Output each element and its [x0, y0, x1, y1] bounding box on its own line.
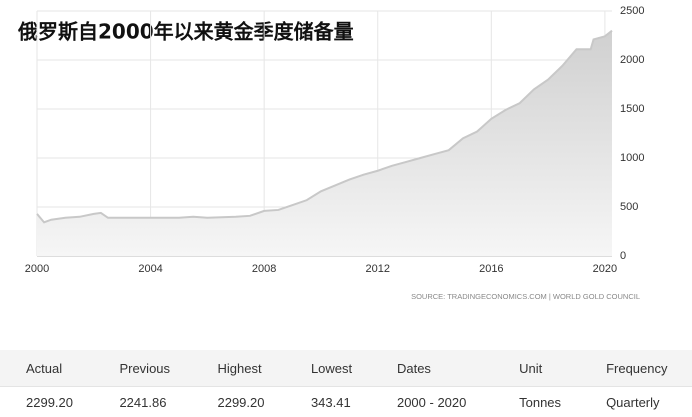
area [37, 31, 612, 256]
table-cell: 2000 - 2020 [371, 387, 493, 417]
table-cell: Tonnes [493, 387, 580, 417]
chart: 俄罗斯自2000年以来黄金季度储备量 SOURCE: TRADINGECONOM… [0, 0, 692, 340]
y-tick-label: 0 [620, 250, 626, 262]
table-cell: Highest [191, 350, 284, 387]
table-cell: 2241.86 [93, 387, 191, 417]
table-cell: Unit [493, 350, 580, 387]
x-tick-label: 2020 [593, 263, 617, 275]
x-tick-label: 2008 [252, 263, 276, 275]
table-cell: Lowest [285, 350, 371, 387]
y-tick-label: 500 [620, 201, 638, 213]
table-cell: Actual [0, 350, 93, 387]
y-tick-label: 1000 [620, 152, 644, 164]
chart-title: 俄罗斯自2000年以来黄金季度储备量 [17, 20, 354, 44]
source: SOURCE: TRADINGECONOMICS.COM | WORLD GOL… [411, 292, 640, 301]
x-tick-label: 2012 [365, 263, 389, 275]
x-tick-label: 2016 [479, 263, 503, 275]
table-cell: 343.41 [285, 387, 371, 417]
table-cell: Frequency [580, 350, 692, 387]
x-tick-label: 2004 [138, 263, 162, 275]
table-cell: Previous [93, 350, 191, 387]
x-tick-label: 2000 [25, 263, 49, 275]
y-tick-label: 2000 [620, 54, 644, 66]
table-cell: Dates [371, 350, 493, 387]
table-cell: Quarterly [580, 387, 692, 417]
table-cell: 2299.20 [0, 387, 93, 417]
table-cell: 2299.20 [191, 387, 284, 417]
y-tick-label: 1500 [620, 103, 644, 115]
y-tick-label: 2500 [620, 5, 644, 17]
